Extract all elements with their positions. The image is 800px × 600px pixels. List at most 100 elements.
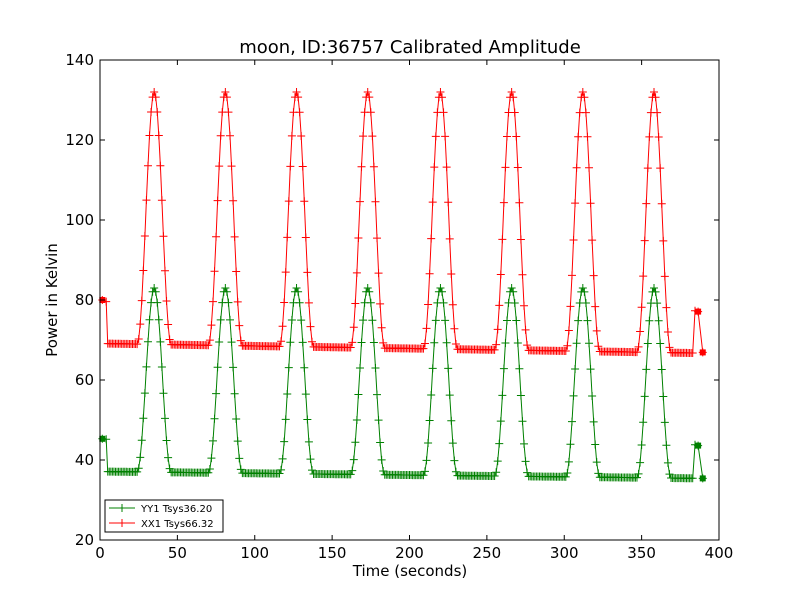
data-point	[640, 236, 649, 245]
data-point	[632, 348, 641, 357]
data-point	[221, 88, 230, 96]
data-point	[451, 340, 460, 349]
data-point	[688, 474, 697, 483]
data-point	[566, 302, 575, 311]
data-point	[204, 341, 213, 350]
data-point	[518, 417, 527, 426]
data-point	[581, 299, 590, 308]
data-point	[230, 232, 239, 241]
data-point	[660, 418, 669, 427]
data-point	[591, 440, 600, 449]
data-point	[374, 269, 383, 278]
data-point	[516, 235, 525, 244]
data-point	[580, 93, 589, 102]
data-point	[366, 108, 375, 117]
data-point-square	[99, 435, 106, 442]
data-point	[419, 471, 428, 480]
data-point	[151, 287, 160, 296]
data-point	[232, 414, 241, 423]
data-point	[495, 439, 504, 448]
data-point	[222, 93, 231, 102]
data-point	[162, 296, 171, 305]
plot-area-frame	[99, 59, 720, 541]
data-point	[150, 284, 159, 292]
data-point	[580, 287, 589, 296]
data-point	[637, 303, 646, 312]
data-point	[657, 199, 666, 208]
data-point	[160, 266, 169, 275]
series-yy1	[98, 284, 707, 483]
data-point	[634, 342, 643, 351]
data-point	[569, 235, 578, 244]
data-point	[645, 132, 654, 141]
data-point	[663, 458, 672, 467]
data-point	[224, 298, 233, 307]
y-tick-label: 100	[65, 211, 94, 229]
data-point	[154, 131, 163, 140]
data-point	[233, 437, 242, 446]
data-point	[222, 287, 231, 296]
data-point	[349, 323, 358, 332]
x-axis-title: Time (seconds)	[352, 562, 468, 580]
data-point	[639, 272, 648, 281]
data-point	[143, 337, 152, 346]
data-point	[280, 437, 289, 446]
data-point	[561, 472, 570, 481]
data-point	[140, 232, 149, 241]
data-point	[374, 416, 383, 425]
data-point	[637, 440, 646, 449]
data-point	[632, 473, 641, 482]
data-point	[592, 458, 601, 467]
data-point	[642, 365, 651, 374]
data-point	[496, 417, 505, 426]
data-point	[162, 436, 171, 445]
data-point	[159, 232, 168, 241]
data-point	[359, 132, 368, 141]
data-point	[377, 323, 386, 332]
legend: YY1 Tsys36.20 XX1 Tsys66.32	[104, 499, 224, 533]
data-point	[154, 315, 163, 324]
data-point	[348, 338, 357, 347]
data-point	[439, 298, 448, 307]
data-point	[512, 132, 521, 141]
data-point	[297, 131, 306, 140]
data-point	[225, 131, 234, 140]
data-point	[137, 296, 146, 305]
x-tick-label: 0	[95, 544, 105, 562]
data-point	[662, 303, 671, 312]
data-point	[420, 467, 429, 476]
data-point	[563, 341, 572, 350]
data-point	[513, 339, 522, 348]
y-tick-label: 60	[75, 371, 94, 389]
data-point	[523, 341, 532, 350]
data-point	[160, 414, 169, 423]
data-point	[509, 93, 518, 102]
data-point	[642, 199, 651, 208]
data-point	[136, 320, 145, 329]
data-point	[284, 197, 293, 206]
data-point	[512, 316, 521, 325]
data-point	[441, 316, 450, 325]
data-point	[373, 234, 382, 243]
data-point	[298, 162, 307, 171]
data-point	[133, 467, 142, 476]
data-point	[520, 439, 529, 448]
data-point	[441, 132, 450, 141]
data-point	[292, 284, 301, 292]
data-point	[507, 284, 516, 292]
data-point	[422, 456, 431, 465]
data-point	[448, 300, 457, 309]
data-point	[373, 390, 382, 399]
data-point	[224, 108, 233, 117]
data-point	[585, 163, 594, 172]
data-point	[574, 132, 583, 141]
data-point	[366, 298, 375, 307]
data-point	[659, 236, 668, 245]
data-point	[236, 336, 245, 345]
data-point	[159, 389, 168, 398]
data-point	[502, 316, 511, 325]
data-point	[352, 268, 361, 277]
data-point	[657, 365, 666, 374]
data-point	[515, 364, 524, 373]
data-point	[651, 93, 660, 102]
